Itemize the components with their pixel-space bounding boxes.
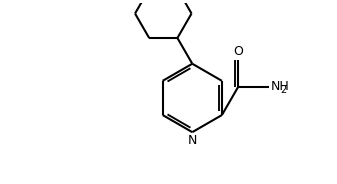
Text: NH: NH [271,80,290,93]
Text: N: N [188,134,197,147]
Text: 2: 2 [280,85,287,95]
Text: O: O [233,45,243,58]
